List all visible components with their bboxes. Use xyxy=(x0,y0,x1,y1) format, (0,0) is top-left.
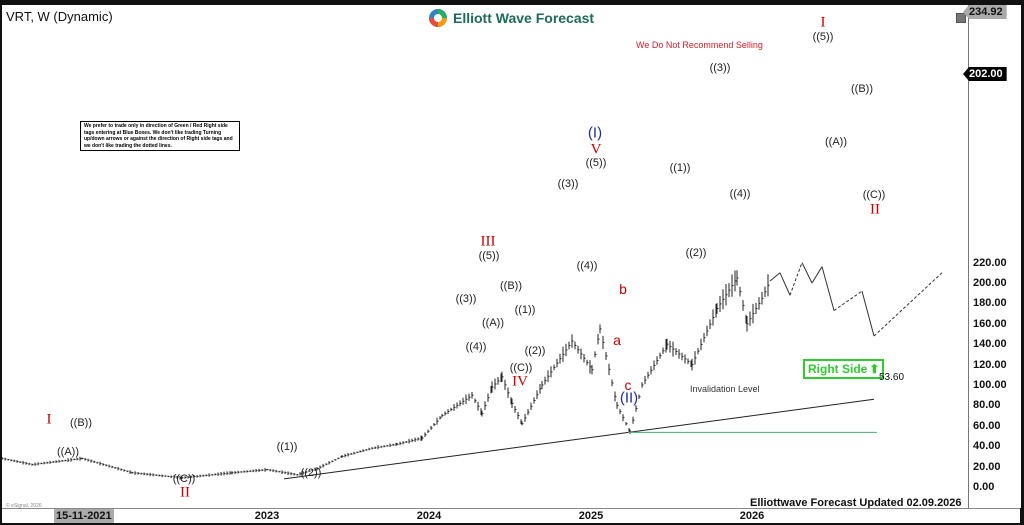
copyright: © eSignal, 2026 xyxy=(6,503,42,508)
wave-label: II xyxy=(180,484,190,501)
time-tick: 2024 xyxy=(416,510,442,522)
wave-label: III xyxy=(480,233,496,250)
brand-name: Elliott Wave Forecast xyxy=(453,10,595,26)
price-tick: 140.00 xyxy=(973,338,1007,351)
right-side-label: Right Side xyxy=(808,362,868,376)
cursor-date: 15-11-2021 xyxy=(54,509,114,523)
wave-label: ((2)) xyxy=(685,247,707,259)
price-tick: 20.00 xyxy=(973,460,1001,473)
wave-label: ((4)) xyxy=(465,341,487,353)
price-tick: 220.00 xyxy=(973,256,1007,269)
price-chart-svg xyxy=(2,262,943,480)
invalidation-price: 53.60 xyxy=(879,372,905,383)
wave-label: c xyxy=(624,377,632,393)
trading-notice: We prefer to trade only in direction of … xyxy=(80,121,240,151)
wave-label: V xyxy=(590,141,602,158)
price-tick: 160.00 xyxy=(973,317,1007,330)
wave-label: ((A)) xyxy=(482,317,504,329)
wave-label: I xyxy=(820,14,826,31)
wave-label: ((B)) xyxy=(70,417,92,429)
wave-label: ((C)) xyxy=(509,362,533,374)
wave-label: ((C)) xyxy=(862,189,886,201)
price-tick: 200.00 xyxy=(973,277,1007,289)
price-tick: 0.00 xyxy=(973,481,995,493)
time-tick: 2025 xyxy=(578,510,604,522)
price-axis[interactable]: 0.00 20.00 40.00 60.00 80.00 100.00 120.00 140.… xyxy=(963,5,1021,508)
arrow-up-icon: ⬆ xyxy=(869,362,880,376)
no-sell-note: We Do Not Recommend Selling xyxy=(636,40,763,50)
last-price-tag: 202.00 xyxy=(963,67,1007,81)
wave-label: b xyxy=(619,281,627,297)
wave-label: ((A)) xyxy=(57,446,79,458)
wave-label: ((4)) xyxy=(576,260,598,272)
wave-label: ((3)) xyxy=(557,178,579,190)
wave-label: (I) xyxy=(587,124,603,142)
wave-label: ((5)) xyxy=(585,157,607,169)
wave-label: ((1)) xyxy=(669,162,691,174)
price-tick: 80.00 xyxy=(973,399,1001,412)
logo-icon xyxy=(429,9,447,27)
high-price-tag: 234.92 xyxy=(963,5,1007,19)
wave-label: ((A)) xyxy=(825,136,847,148)
brand-logo: Elliott Wave Forecast xyxy=(428,8,594,28)
wave-label: ((B)) xyxy=(851,83,873,95)
time-tick: 2026 xyxy=(739,510,765,522)
price-tick: 180.00 xyxy=(973,297,1007,310)
wave-label: ((B)) xyxy=(500,280,522,292)
wave-label: ((3)) xyxy=(455,293,477,305)
wave-label: ((4)) xyxy=(729,188,751,200)
wave-label: ((C)) xyxy=(172,473,196,485)
wave-label: ((5)) xyxy=(478,250,500,262)
right-side-tag: Right Side ⬆ xyxy=(803,359,885,379)
wave-label: ((3)) xyxy=(709,62,731,74)
price-tick: 100.00 xyxy=(973,379,1007,391)
time-axis[interactable]: 15-11-2021 2023 2024 2025 2026 xyxy=(2,508,1020,523)
wave-label: ((2)) xyxy=(300,467,322,479)
price-tick: 60.00 xyxy=(973,419,1001,432)
wave-label: ((1)) xyxy=(276,441,298,453)
wave-label: ((2)) xyxy=(524,345,546,357)
chart-settings-icon[interactable] xyxy=(956,13,966,23)
updated-note: Elliottwave Forecast Updated 02.09.2026 xyxy=(750,497,962,508)
time-tick: 2023 xyxy=(254,510,280,522)
wave-label: a xyxy=(613,332,621,348)
invalidation-label: Invalidation Level xyxy=(690,384,760,394)
wave-label: I xyxy=(46,411,52,428)
wave-label: ((1)) xyxy=(514,304,536,316)
wave-label: II xyxy=(870,201,880,218)
price-tick: 40.00 xyxy=(973,440,1001,453)
wave-label: ((5)) xyxy=(812,31,834,43)
price-tick: 120.00 xyxy=(973,358,1007,371)
chart-title: VRT, W (Dynamic) xyxy=(6,9,113,24)
wave-label: (II) xyxy=(619,389,639,407)
plot-area[interactable]: VRT, W (Dynamic) Elliott Wave Forecast W… xyxy=(2,5,968,508)
wave-label: IV xyxy=(512,373,528,390)
